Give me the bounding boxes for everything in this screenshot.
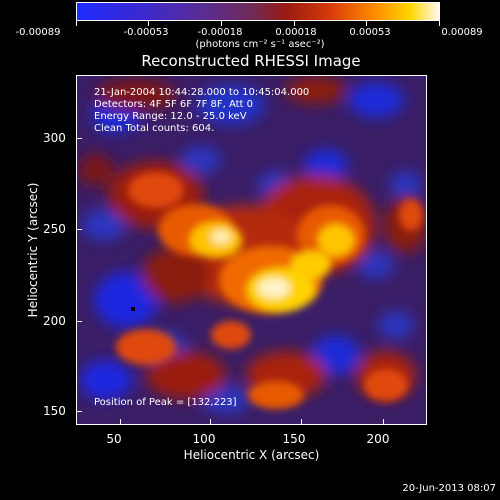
y-tick-label: 300: [43, 131, 66, 145]
detectors-label: Detectors: 4F 5F 6F 7F 8F, Att 0: [94, 99, 254, 110]
time-range-label: 21-Jan-2004 10:44:28.000 to 10:45:04.000: [94, 87, 310, 98]
render-timestamp: 20-Jun-2013 08:07: [402, 483, 496, 494]
colorbar: [76, 2, 440, 21]
energy-range-label: Energy Range: 12.0 - 25.0 keV: [94, 111, 247, 122]
colorbar-units: (photons cm⁻² s⁻¹ asec⁻²): [195, 39, 325, 50]
colorbar-tick: [294, 21, 295, 26]
x-tick-label: 200: [366, 432, 390, 446]
colorbar-tick: [221, 21, 222, 26]
x-axis-label: Heliocentric X (arcsec): [183, 448, 320, 462]
colorbar-tick: [76, 21, 77, 26]
y-tick: [76, 138, 82, 139]
colorbar-tick-label: 0.00089: [441, 27, 483, 38]
heatmap-image: [76, 75, 427, 425]
x-tick: [383, 419, 384, 425]
colorbar-tick-label: -0.00018: [197, 27, 243, 38]
x-tick-label: 50: [106, 432, 122, 446]
y-tick: [76, 229, 82, 230]
colorbar-tick-label: 0.00053: [349, 27, 391, 38]
x-tick: [120, 419, 121, 425]
plot-title: Reconstructed RHESSI Image: [141, 52, 361, 70]
y-tick-label: 150: [43, 404, 66, 418]
colorbar-tick: [366, 21, 367, 26]
clean-counts-label: Clean Total counts: 604.: [94, 123, 215, 134]
colorbar-tick: [439, 21, 440, 26]
x-tick: [210, 419, 211, 425]
x-tick-label: 150: [282, 432, 306, 446]
x-tick: [301, 419, 302, 425]
peak-position-label: Position of Peak = [132,223]: [94, 397, 237, 408]
heatmap-svg: [76, 75, 427, 425]
y-tick-label: 250: [43, 222, 66, 236]
y-tick-label: 200: [43, 314, 66, 328]
x-tick-label: 100: [192, 432, 216, 446]
colorbar-tick-label: -0.00053: [123, 27, 169, 38]
peak-marker: [131, 307, 135, 311]
colorbar-tick: [148, 21, 149, 26]
colorbar-tick-label: 0.00018: [275, 27, 317, 38]
y-tick: [76, 321, 82, 322]
y-axis-label: Heliocentric Y (arcsec): [26, 182, 40, 318]
y-tick: [76, 411, 82, 412]
colorbar-tick-label: -0.00089: [15, 27, 61, 38]
